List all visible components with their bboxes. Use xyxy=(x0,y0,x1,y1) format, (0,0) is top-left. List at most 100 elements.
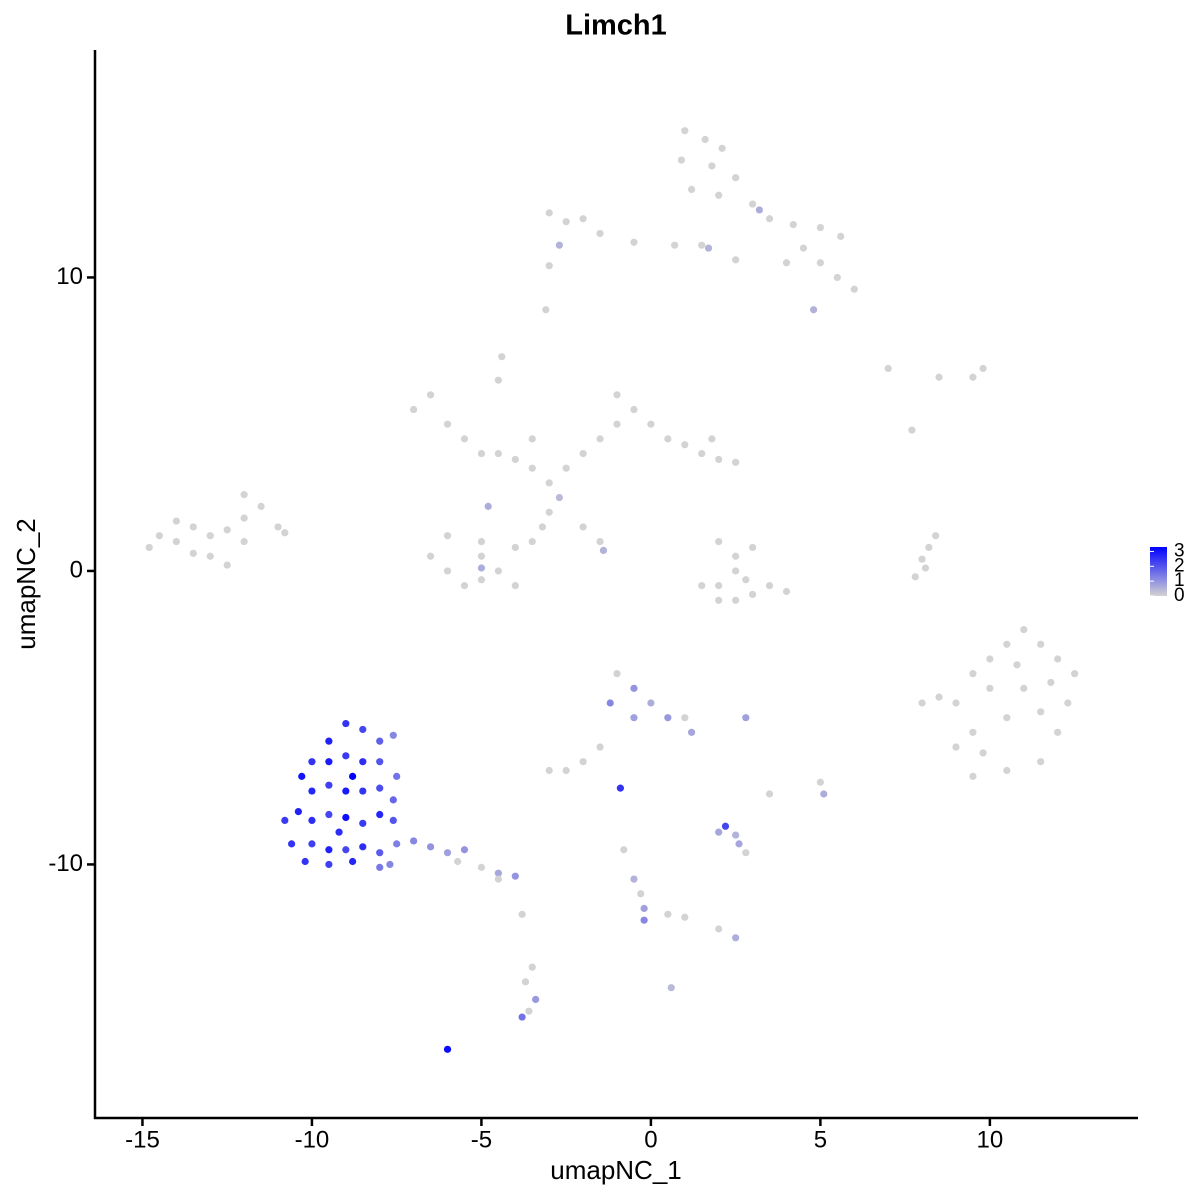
cell-point xyxy=(477,564,486,572)
cell-point xyxy=(820,790,828,798)
cell-point xyxy=(742,849,750,857)
cell-point xyxy=(640,904,648,913)
cell-point xyxy=(528,963,536,971)
cell-point xyxy=(376,849,384,857)
x-tick-label: -10 xyxy=(295,1126,330,1153)
cell-point xyxy=(426,843,435,851)
cell-point xyxy=(511,582,519,590)
chart-title: Limch1 xyxy=(565,10,667,42)
cell-point xyxy=(579,523,587,531)
cell-point xyxy=(528,464,536,472)
y-tick-label: 10 xyxy=(56,263,83,290)
cell-point xyxy=(681,441,689,449)
colorbar-tick-label: 1 xyxy=(1174,570,1185,591)
cell-point xyxy=(335,828,343,836)
cell-point xyxy=(172,517,180,525)
cell-point xyxy=(538,523,547,531)
cell-point xyxy=(349,772,357,780)
cell-point xyxy=(742,576,750,584)
cell-point xyxy=(342,813,350,822)
cell-point xyxy=(1054,728,1062,736)
cell-point xyxy=(528,537,536,546)
cell-point xyxy=(698,582,706,590)
cell-point xyxy=(952,743,960,751)
cell-point xyxy=(721,822,730,830)
cell-point xyxy=(708,162,716,170)
x-tick-label: 10 xyxy=(977,1126,1004,1153)
cell-point xyxy=(426,391,435,399)
cell-point xyxy=(935,373,943,381)
cell-point xyxy=(765,215,774,223)
cell-point xyxy=(206,532,214,540)
cell-point xyxy=(376,863,384,871)
cell-point xyxy=(630,238,638,246)
cell-point xyxy=(718,144,726,152)
cell-point xyxy=(579,449,587,458)
cell-point xyxy=(715,582,723,590)
cell-point xyxy=(288,840,296,848)
cell-point xyxy=(599,546,608,554)
cell-point xyxy=(240,491,248,499)
cell-point xyxy=(477,552,486,560)
cell-point xyxy=(647,420,655,428)
cell-point xyxy=(545,508,553,516)
cell-point xyxy=(671,241,679,249)
cell-point xyxy=(732,552,740,560)
cell-point xyxy=(443,1045,452,1053)
cell-point xyxy=(477,449,486,458)
cell-point xyxy=(521,978,530,986)
cell-point xyxy=(477,537,486,546)
cell-point xyxy=(613,420,621,428)
cell-point xyxy=(732,567,740,575)
cell-point xyxy=(748,543,757,552)
cell-point xyxy=(935,693,943,701)
y-tick-label: -10 xyxy=(48,850,83,877)
cell-point xyxy=(342,846,350,854)
cell-point xyxy=(715,455,723,464)
cell-point xyxy=(789,221,797,229)
cell-point xyxy=(386,860,394,869)
cell-point xyxy=(969,728,977,736)
cell-point xyxy=(325,860,333,869)
cell-point xyxy=(562,766,570,775)
cell-point xyxy=(498,353,506,361)
x-tick-label: -15 xyxy=(125,1126,160,1153)
colorbar-tick-label: 0 xyxy=(1174,585,1185,606)
cell-point xyxy=(969,373,977,381)
cell-point xyxy=(376,784,384,792)
cell-point xyxy=(389,731,397,739)
cell-point xyxy=(816,259,824,267)
cell-point xyxy=(613,391,621,399)
cell-point xyxy=(1071,670,1079,678)
cell-point xyxy=(484,502,492,510)
cell-point xyxy=(257,502,265,510)
cell-point xyxy=(606,699,614,707)
x-tick-label: -5 xyxy=(471,1126,492,1153)
cell-point xyxy=(325,781,333,789)
cell-point xyxy=(701,135,709,144)
cell-point xyxy=(545,479,553,487)
cell-point xyxy=(359,843,367,851)
cell-point xyxy=(681,714,689,722)
cell-point xyxy=(494,567,502,575)
cell-point xyxy=(986,684,994,692)
cell-point xyxy=(460,582,469,590)
cell-point xyxy=(511,455,519,464)
cell-point xyxy=(308,787,316,795)
cell-point xyxy=(281,816,289,825)
cell-point xyxy=(630,714,638,722)
cell-point xyxy=(511,543,519,552)
cell-point xyxy=(308,758,316,766)
cell-point xyxy=(908,426,916,434)
x-axis-label: umapNC_1 xyxy=(550,1155,682,1185)
cell-point xyxy=(443,567,452,575)
cell-point xyxy=(755,206,763,214)
cell-point xyxy=(704,244,713,252)
cell-point xyxy=(555,493,563,502)
cell-point xyxy=(579,758,587,766)
cell-point xyxy=(1003,766,1011,775)
y-tick-label: 0 xyxy=(70,556,83,583)
cell-point xyxy=(562,464,570,472)
